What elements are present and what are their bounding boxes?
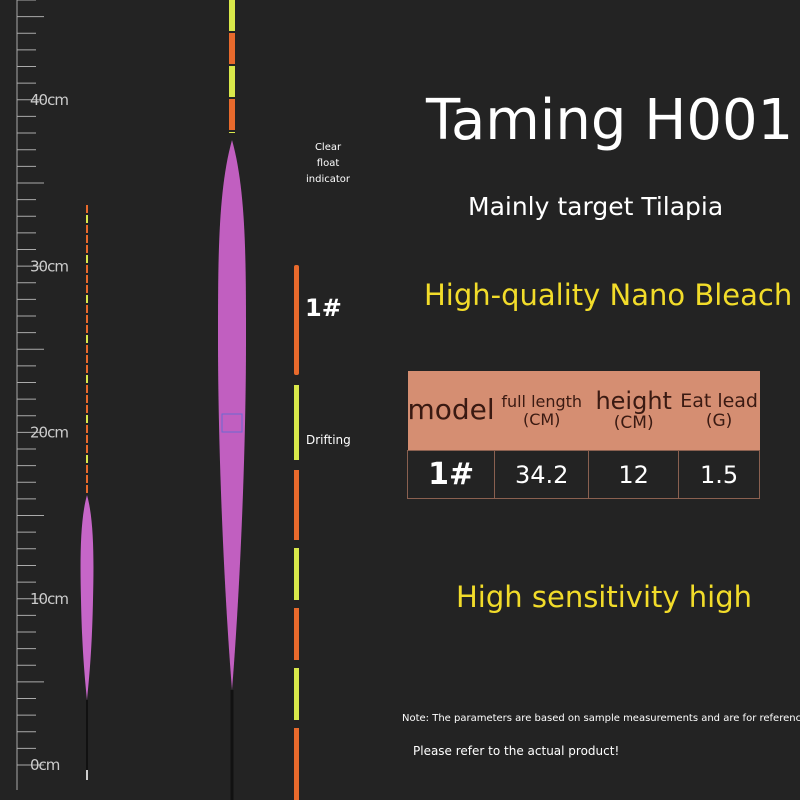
indicator-label: Clear float indicator: [306, 142, 351, 185]
stem-segment: [86, 285, 88, 293]
stem-segment: [86, 275, 88, 283]
cell: 34.2: [494, 450, 590, 499]
spec-table: model full length (CM) height (CM) Eat lea…: [406, 371, 760, 499]
stem-segment: [229, 66, 235, 97]
stem-segment: [86, 425, 88, 433]
indicator-segment: [294, 608, 299, 660]
stem-segment: [86, 315, 88, 323]
tagline: High sensitivity high: [456, 580, 752, 614]
float-body: [218, 140, 246, 690]
stem-segment: [229, 33, 235, 64]
stem-segment: [86, 305, 88, 313]
indicator-segment: [294, 548, 299, 600]
stem-segment: [86, 265, 88, 273]
stem-segment: [86, 455, 88, 463]
float-body: [80, 495, 94, 700]
stem-segment: [86, 385, 88, 393]
stem-segment: [86, 235, 88, 243]
note: Note: The parameters are based on sample…: [402, 713, 800, 724]
stem-segment: [86, 325, 88, 333]
stem-segment: [86, 415, 88, 423]
float-label: [221, 413, 243, 433]
ruler-label: 20cm: [30, 424, 68, 442]
stem-segment: [86, 355, 88, 363]
indicator-segment: [294, 668, 299, 720]
header-cell: Eat lead (G): [678, 371, 760, 451]
stem-segment: [86, 255, 88, 263]
ruler-label: 10cm: [30, 590, 68, 608]
stem-segment: [86, 485, 88, 493]
stem-segment: [86, 335, 88, 343]
cell: 1#: [406, 450, 496, 499]
stem-segment: [86, 295, 88, 303]
stem-segment: [86, 375, 88, 383]
stem-segment: [86, 215, 88, 223]
stem-segment: [86, 395, 88, 403]
stem-segment: [86, 475, 88, 483]
stem-segment: [229, 132, 235, 133]
header-cell: full length (CM): [494, 371, 589, 451]
indicator-tip: [294, 265, 299, 375]
subtitle: Mainly target Tilapia: [468, 192, 724, 221]
indicator-segment: [294, 470, 299, 540]
cell: 1.5: [678, 450, 760, 499]
stem-segment: [86, 365, 88, 373]
stem-segment: [86, 435, 88, 443]
indicator-segment: [294, 728, 299, 800]
stem-segment: [86, 345, 88, 353]
cell: 12: [588, 450, 680, 499]
stem-segment: [86, 405, 88, 413]
title: Taming H001: [426, 88, 794, 153]
ruler-label: 30cm: [30, 257, 68, 275]
stem-segment: [86, 245, 88, 253]
size-label: 1#: [305, 294, 342, 322]
stem-segment: [229, 99, 235, 130]
stem-segment: [86, 445, 88, 453]
feature: High-quality Nano Bleach: [424, 278, 793, 312]
note: Please refer to the actual product!: [413, 744, 620, 758]
ruler-label: 40cm: [30, 91, 68, 109]
stem-segment: [86, 205, 88, 213]
stem-segment: [86, 465, 88, 473]
stem-segment: [229, 0, 235, 31]
stem-segment: [86, 225, 88, 233]
header-cell: model: [407, 371, 495, 451]
ruler-label: 0cm: [30, 756, 60, 774]
drifting-label: Drifting: [306, 433, 351, 447]
header-cell: height (CM): [588, 371, 679, 451]
indicator-segment: [294, 385, 299, 460]
